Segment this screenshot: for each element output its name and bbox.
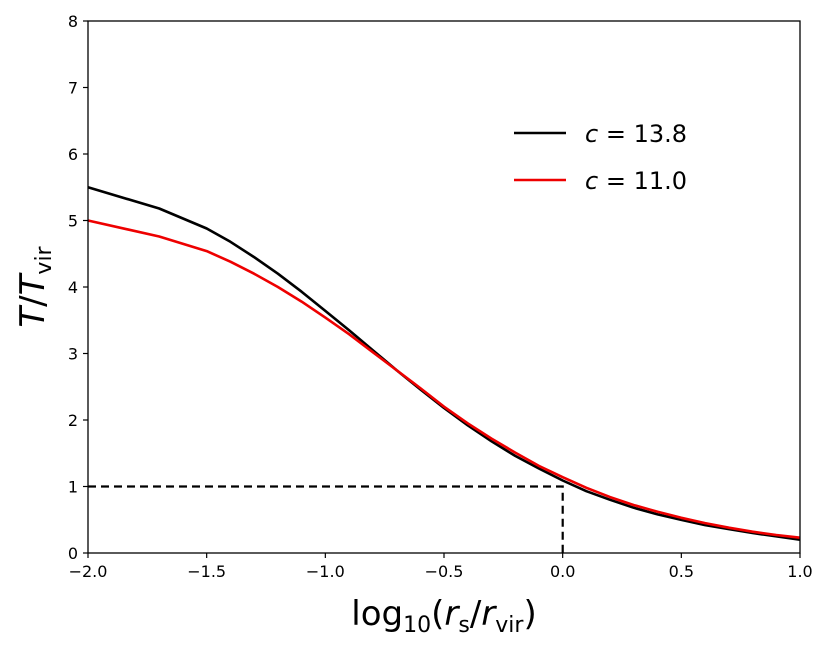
series-line-1 (87, 219, 801, 539)
y-tick-label: 3 (68, 345, 78, 364)
y-tick-label: 5 (68, 212, 78, 231)
x-tick-label: 0.5 (669, 562, 694, 581)
legend-label-1: c = 11.0 (585, 167, 687, 195)
x-axis-label: log10(rs/rvir) (351, 594, 536, 638)
x-tick-label: −0.5 (425, 562, 464, 581)
x-tick-label: −2.0 (69, 562, 108, 581)
y-tick-label: 6 (68, 145, 78, 164)
x-tick-label: 0.0 (550, 562, 575, 581)
legend-label-0: c = 13.8 (585, 120, 687, 148)
x-tick-label: −1.0 (306, 562, 345, 581)
y-tick-label: 4 (68, 278, 78, 297)
y-axis: 0 1 2 3 4 5 6 7 8 (68, 12, 88, 563)
legend: c = 13.8 c = 11.0 (514, 120, 687, 195)
plot-marks (87, 186, 801, 553)
y-tick-label: 1 (68, 478, 78, 497)
y-tick-label: 0 (68, 544, 78, 563)
reference-line-dashed (88, 485, 564, 553)
x-axis: −2.0 −1.5 −1.0 −0.5 0.0 0.5 1.0 (69, 553, 813, 581)
y-axis-label: T/Tvir (13, 245, 57, 327)
plot-frame (87, 20, 801, 554)
y-tick-label: 7 (68, 79, 78, 98)
x-tick-label: −1.5 (187, 562, 226, 581)
y-tick-label: 2 (68, 411, 78, 430)
y-tick-label: 8 (68, 12, 78, 31)
x-tick-label: 1.0 (787, 562, 812, 581)
series-line-0 (87, 186, 801, 541)
